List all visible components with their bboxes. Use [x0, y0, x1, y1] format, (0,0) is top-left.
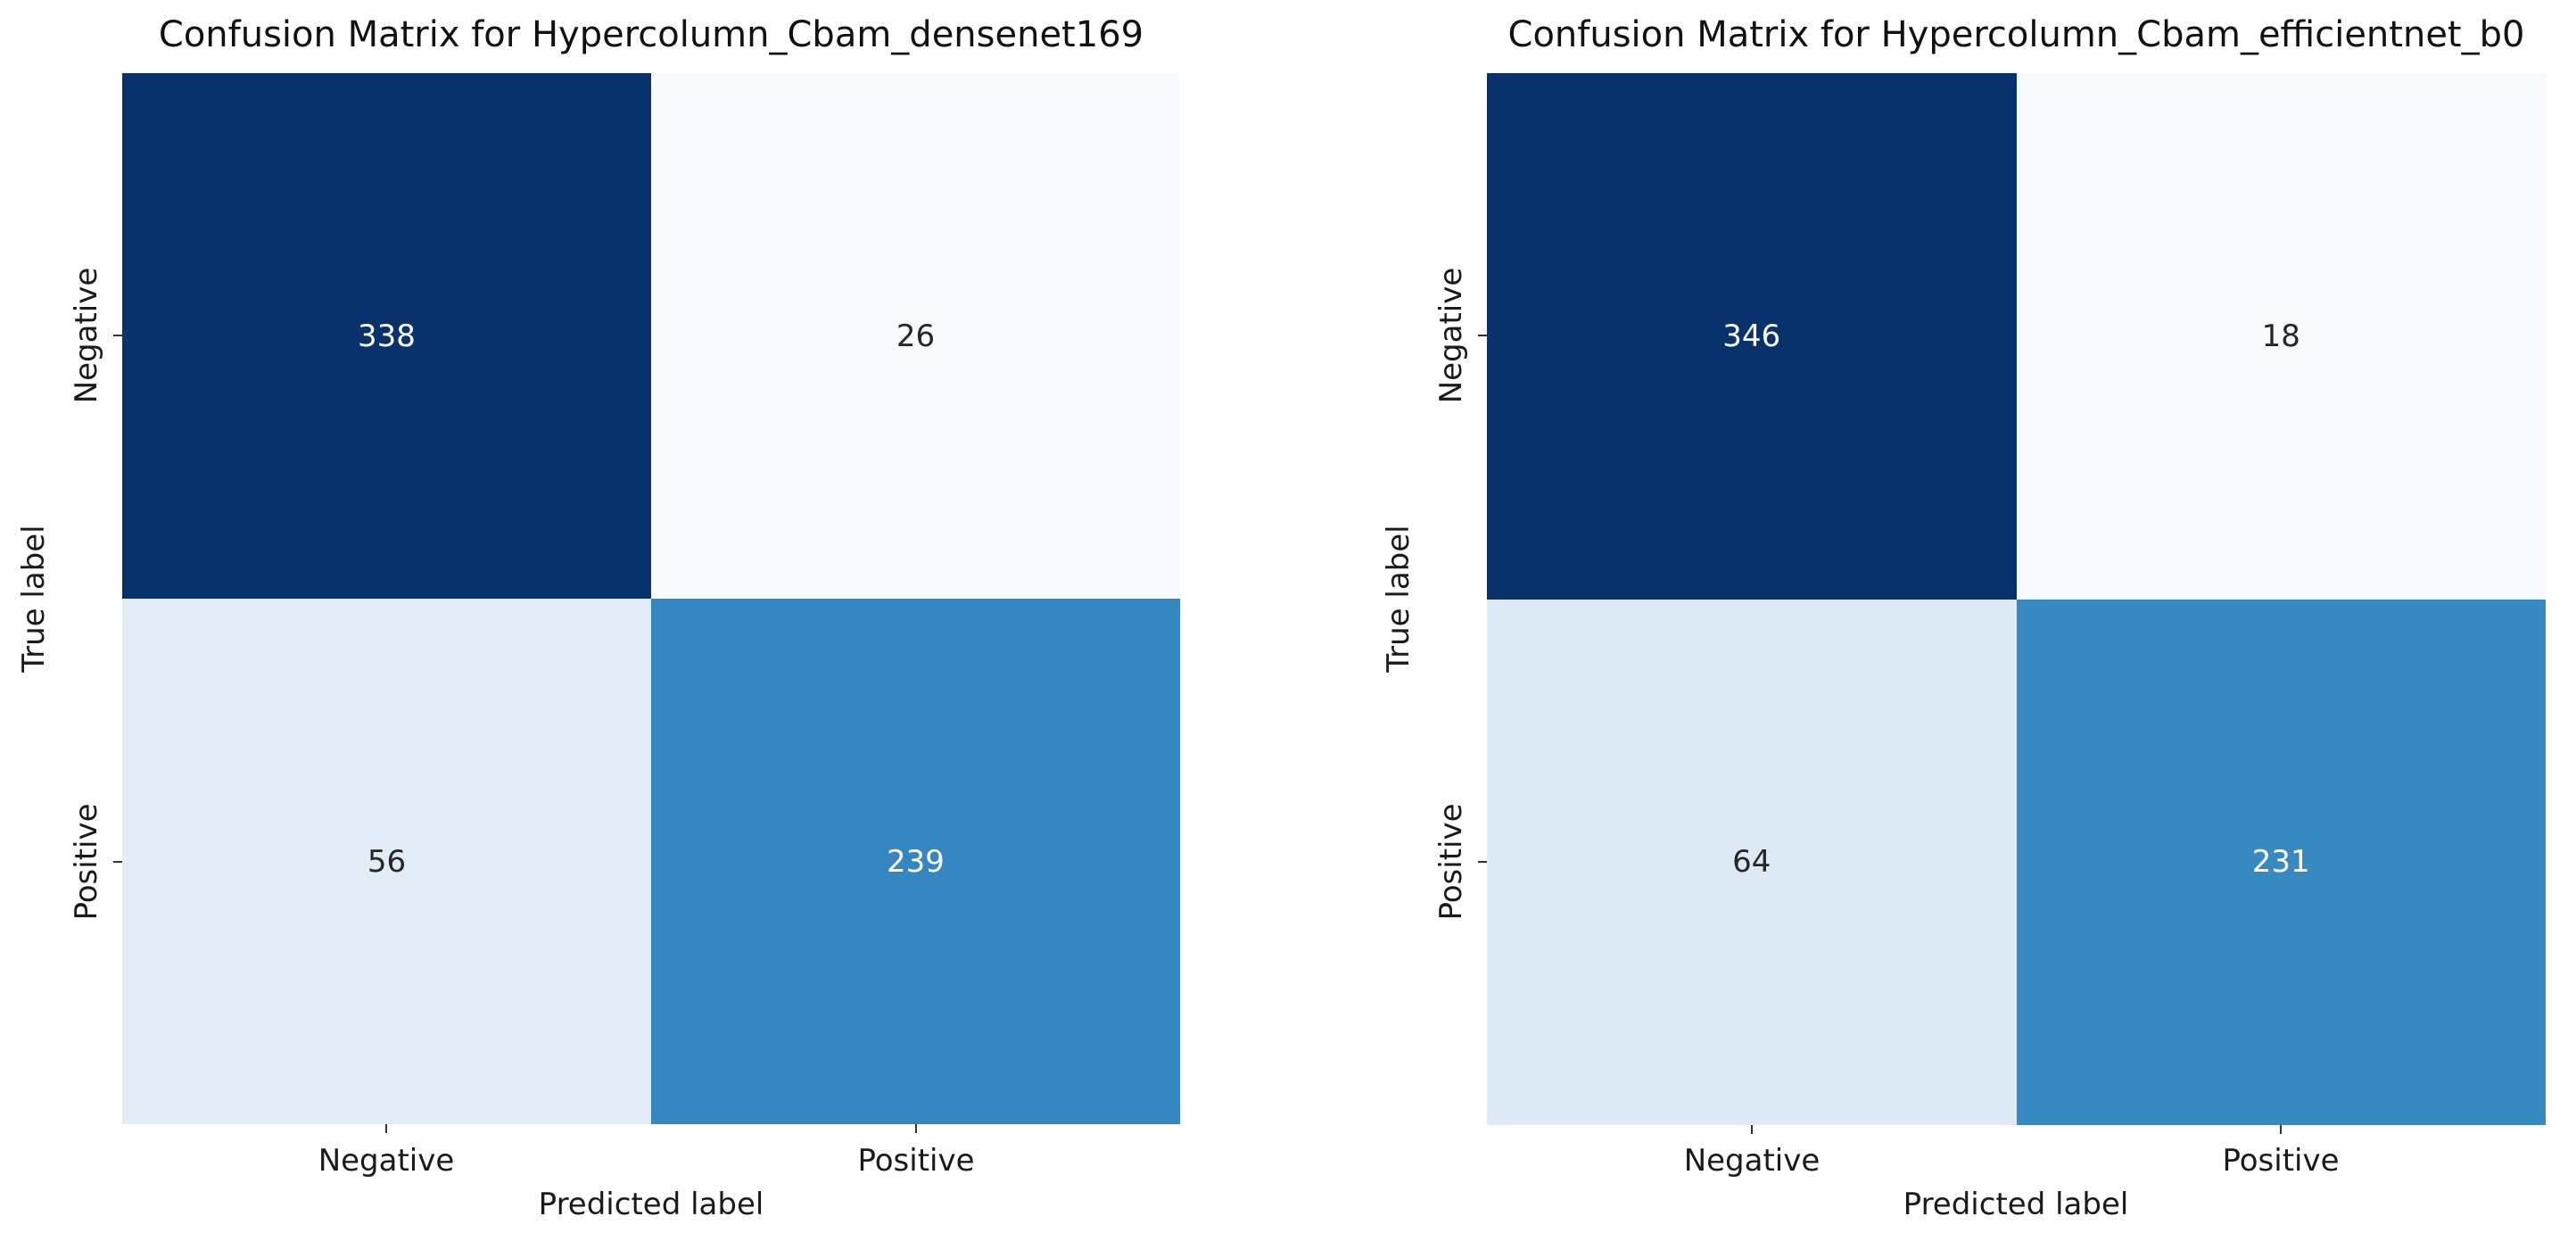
heatmap-efficientnet-b0: 346 18 64 231	[1487, 73, 2546, 1125]
cell-tp: 239	[651, 599, 1180, 1124]
x-tick-label-positive: Positive	[857, 1143, 975, 1179]
cell-tn: 346	[1487, 73, 2017, 600]
y-tick	[1478, 335, 1487, 336]
cell-fn: 64	[1487, 599, 2017, 1125]
chart-title-efficientnet-b0: Confusion Matrix for Hypercolumn_Cbam_ef…	[1507, 14, 2525, 55]
x-tick	[1751, 1125, 1753, 1134]
y-tick-label-negative: Negative	[69, 267, 104, 404]
cell-fp: 26	[651, 73, 1180, 599]
x-tick-label-positive: Positive	[2222, 1143, 2340, 1179]
x-tick-label-negative: Negative	[318, 1143, 455, 1179]
x-axis-label: Predicted label	[1903, 1187, 2129, 1222]
x-axis-label: Predicted label	[538, 1187, 764, 1222]
x-tick-label-negative: Negative	[1683, 1143, 1821, 1179]
cell-fp: 18	[2016, 73, 2546, 600]
x-tick	[915, 1124, 917, 1133]
cell-fn: 56	[122, 599, 651, 1124]
y-axis-label: True label	[16, 525, 52, 673]
x-tick	[385, 1124, 387, 1133]
cell-value: 64	[1732, 844, 1771, 881]
cell-value: 18	[2261, 318, 2300, 354]
x-tick	[2280, 1125, 2282, 1134]
y-axis-label: True label	[1381, 525, 1416, 673]
cell-value: 239	[887, 843, 945, 880]
cell-value: 26	[896, 318, 936, 354]
cell-value: 56	[367, 843, 407, 880]
cell-tp: 231	[2016, 599, 2546, 1125]
chart-title-densenet169: Confusion Matrix for Hypercolumn_Cbam_de…	[158, 14, 1144, 55]
cell-value: 231	[2251, 844, 2310, 881]
y-tick	[113, 335, 122, 336]
cell-value: 338	[358, 318, 416, 354]
heatmap-densenet169: 338 26 56 239	[122, 73, 1180, 1124]
cell-value: 346	[1722, 318, 1781, 354]
y-tick-label-positive: Positive	[69, 803, 104, 921]
y-tick-label-negative: Negative	[1433, 267, 1469, 404]
cell-tn: 338	[122, 73, 651, 599]
y-tick-label-positive: Positive	[1433, 803, 1469, 921]
y-tick	[1478, 861, 1487, 863]
y-tick	[113, 861, 122, 863]
